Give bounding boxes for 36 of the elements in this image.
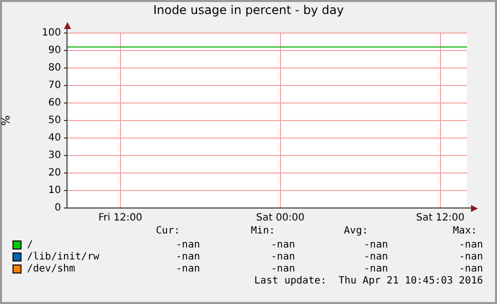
y-tick-label: 100 <box>42 28 61 39</box>
legend-label: /lib/init/rw <box>27 252 100 263</box>
y-tick-label: 40 <box>48 132 61 144</box>
y-tick-label: 90 <box>48 45 61 56</box>
text: Max: <box>452 226 477 237</box>
text: Avg: <box>344 226 368 237</box>
text: -nan <box>176 240 200 251</box>
text: -nan <box>176 264 200 275</box>
legend-label: / <box>27 240 34 251</box>
x-tick-label: Fri 12:00 <box>98 212 142 224</box>
chart-title: Inode usage in percent - by day <box>153 3 344 18</box>
text: Min: <box>250 226 275 237</box>
text: -nan <box>364 240 388 251</box>
text: -nan <box>364 252 388 263</box>
y-tick-label: 30 <box>48 150 61 162</box>
text: -nan <box>176 252 200 263</box>
text: -nan <box>270 240 295 251</box>
text: Last update: Thu Apr 21 10:45:03 2016 <box>254 276 483 287</box>
y-tick-label: 0 <box>54 202 61 214</box>
y-tick-label: 80 <box>48 62 61 74</box>
y-tick-label: 10 <box>48 185 61 196</box>
y-tick-label: 50 <box>48 115 61 126</box>
text: -nan <box>458 264 483 275</box>
text: -nan <box>458 240 483 251</box>
legend-label: /dev/shm <box>27 264 76 275</box>
x-tick-label: Sat 00:00 <box>256 212 305 224</box>
text: Cur: <box>156 226 180 237</box>
y-axis-title: % <box>0 115 12 126</box>
text: -nan <box>270 252 295 263</box>
text: -nan <box>364 264 388 275</box>
text: -nan <box>270 264 295 275</box>
y-tick-label: 60 <box>48 98 61 109</box>
text: -nan <box>458 252 483 263</box>
y-tick-label: 20 <box>48 168 61 179</box>
y-tick-label: 70 <box>48 80 61 92</box>
x-tick-label: Sat 12:00 <box>416 212 465 224</box>
